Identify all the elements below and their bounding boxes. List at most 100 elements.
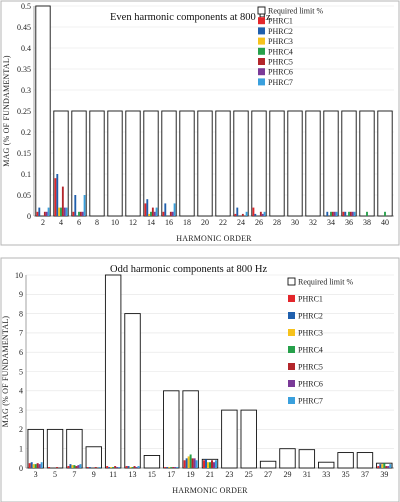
legend-label: PHRC3 [268,37,293,46]
bar-phrc2 [166,467,169,468]
bar-phrc4 [78,211,80,216]
x-tick-label: 16 [165,218,173,227]
bar-phrc6 [81,211,84,216]
bar-phrc4 [112,467,115,468]
limit-bar [337,452,354,469]
bar-phrc1 [162,211,165,216]
y-axis-label: MAG (% OF FUNDAMENTAL) [2,55,11,167]
bar-phrc7 [83,195,86,216]
bar-phrc4 [209,462,211,468]
chart-title: Odd harmonic components at 800 Hz [110,264,268,275]
x-tick-label: 21 [206,470,214,479]
bar-phrc5 [36,463,39,468]
bar-phrc6 [63,207,66,216]
bar-phrc4 [366,211,368,216]
bar-phrc5 [385,466,388,468]
bar-phrc6 [351,211,354,216]
chart-even: 00.050.10.150.20.250.30.350.40.450.52 4 6 8… [0,0,400,246]
bar-phrc6 [135,467,138,468]
bar-phrc1 [234,213,237,216]
bar-phrc4 [383,463,386,468]
legend-label: PHRC4 [268,47,293,56]
y-tick-label: 0.4 [21,44,31,53]
bar-phrc3 [58,207,61,216]
bar-phrc3 [110,467,113,468]
bar-phrc2 [69,464,72,468]
bar-phrc2 [88,467,91,468]
x-tick-label: 19 [187,470,195,479]
bar-phrc4 [348,211,350,216]
bar-phrc5 [43,211,46,216]
x-tick-label: 29 [283,470,291,479]
y-tick-label: 0.45 [17,23,31,32]
bar-phrc2 [205,459,208,468]
legend-label: PHRC6 [268,68,293,77]
bar-phrc1 [106,466,109,468]
legend-swatch-phrc3 [288,329,295,336]
limit-bar [323,110,339,217]
y-tick-label: 4 [19,387,23,396]
bar-phrc2 [74,195,77,216]
bar-phrc1 [183,460,186,468]
bar-phrc1 [72,211,75,216]
bar-phrc4 [189,454,192,468]
y-tick-label: 7 [19,329,23,338]
legend-swatch-phrc4 [258,47,265,55]
x-tick-label: 10 [111,218,119,227]
limit-bar [233,110,249,217]
bar-phrc2 [56,174,59,216]
x-tick-label: 9 [92,470,96,479]
x-tick-label: 23 [225,470,233,479]
x-tick-label: 13 [129,470,137,479]
bar-phrc3 [32,464,35,468]
x-tick-label: 14 [147,218,155,227]
bar-phrc3 [71,465,74,468]
limit-bar [89,110,105,217]
x-tick-label: 36 [345,218,353,227]
limit-bar [179,110,195,217]
legend-swatch-phrc2 [258,27,265,35]
legend-label: PHRC2 [268,27,293,36]
bar-phrc2 [30,462,33,468]
x-tick-label: 40 [381,218,389,227]
legend-swatch-phrc3 [258,37,265,45]
x-tick-label: 18 [183,218,191,227]
bar-phrc3 [381,464,384,468]
bar-phrc3 [148,213,151,216]
bar-phrc2 [254,213,257,216]
bar-phrc2 [326,211,329,216]
bar-phrc5 [259,211,262,216]
bar-phrc7 [335,211,338,216]
legend-label: Required limit % [268,7,323,16]
y-tick-label: 0.15 [17,149,31,158]
bar-phrc7 [118,467,121,468]
bar-phrc5 [61,186,64,216]
y-tick-label: 1 [19,445,23,454]
y-tick-label: 8 [19,309,23,318]
bar-phrc4 [131,467,134,468]
bar-phrc5 [349,211,352,216]
legend-swatch-phrc6 [288,380,295,387]
x-tick-label: 28 [273,218,281,227]
legend-swatch-phrc6 [258,68,265,76]
x-tick-label: 5 [53,470,57,479]
bar-phrc6 [38,464,41,468]
limit-bar [125,110,141,217]
y-tick-label: 2 [19,425,23,434]
bar-phrc2 [379,464,382,468]
limit-bar [269,110,285,217]
bar-phrc2 [127,466,130,468]
limit-bar [107,110,123,217]
bar-phrc2 [146,199,149,216]
bar-phrc6 [153,211,156,216]
bar-phrc4 [170,467,173,468]
bar-phrc7 [47,207,50,216]
bar-phrc7 [98,467,101,468]
y-tick-label: 0.3 [21,86,31,95]
bar-phrc6 [116,467,119,468]
bar-phrc7 [353,211,356,216]
x-tick-label: 12 [129,218,137,227]
y-tick-label: 10 [15,271,23,280]
bar-phrc4 [73,465,76,468]
bar-phrc5 [172,467,175,468]
